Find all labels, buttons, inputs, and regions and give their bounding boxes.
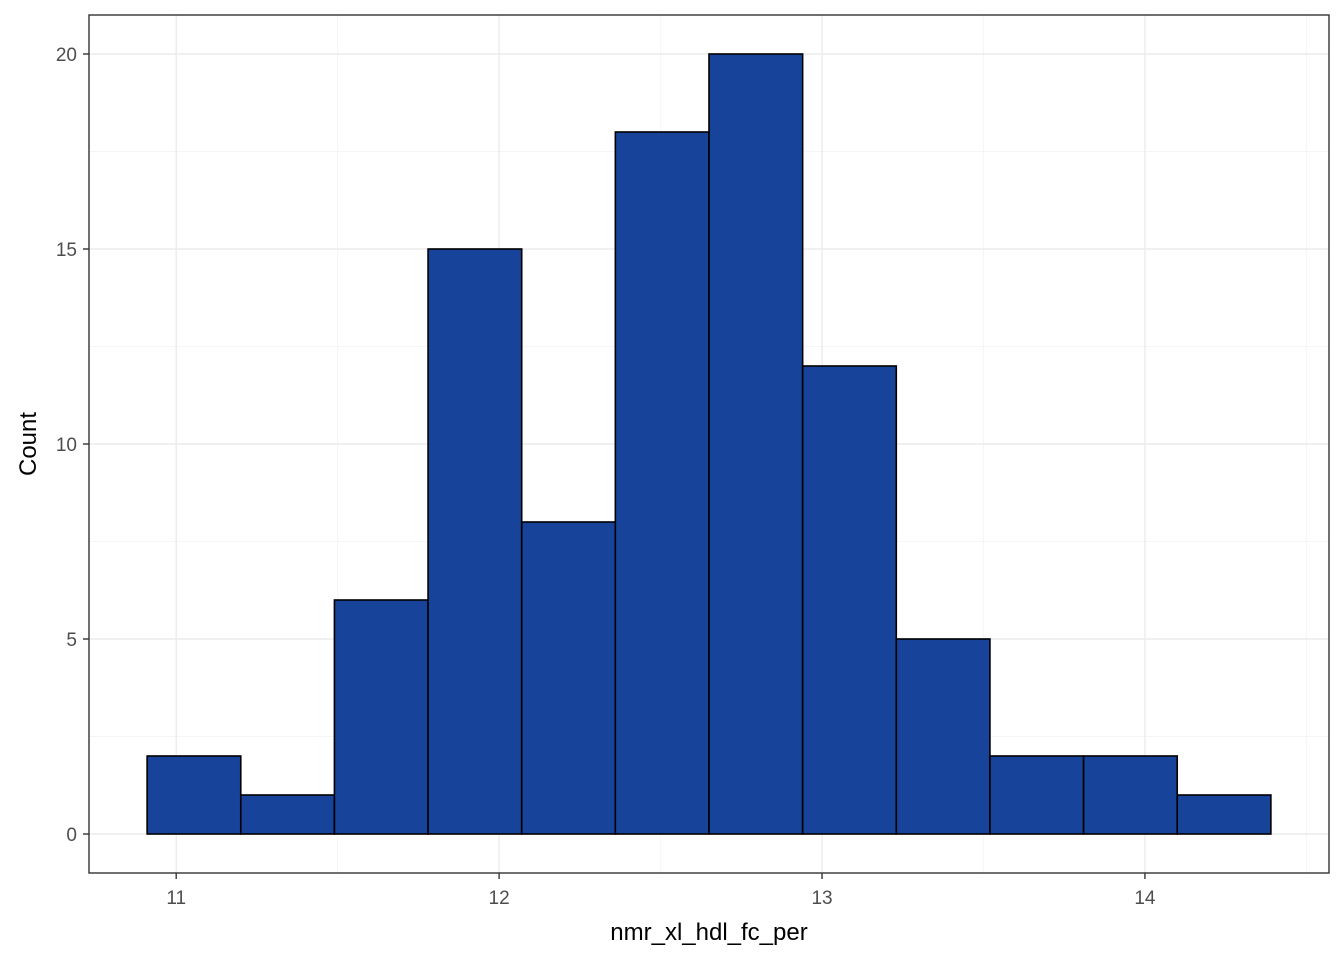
histogram-bar (146, 755, 242, 835)
histogram-bar (895, 638, 991, 835)
x-tick-label: 14 (1134, 888, 1156, 909)
histogram-bar (520, 521, 617, 835)
histogram-bars (146, 53, 1272, 835)
histogram-bar (239, 794, 336, 835)
histogram-bar (427, 248, 523, 835)
histogram-bar (1176, 794, 1272, 835)
histogram-bar (614, 131, 710, 835)
y-tick-label: 5 (66, 630, 77, 651)
y-tick-label: 15 (56, 240, 77, 261)
histogram-bar (708, 53, 804, 835)
y-axis-ticks: 0 5 10 15 20 (56, 45, 89, 846)
y-tick-label: 10 (56, 435, 77, 456)
y-tick-label: 20 (56, 45, 77, 66)
y-axis-title: Count (15, 412, 42, 476)
x-tick-label: 12 (489, 888, 510, 909)
histogram-bar (1082, 755, 1179, 835)
x-axis-title: nmr_xl_hdl_fc_per (610, 919, 807, 946)
x-tick-label: 13 (811, 888, 832, 909)
x-tick-label: 11 (166, 888, 186, 909)
x-axis-ticks: 11 12 13 14 (166, 873, 1156, 909)
y-tick-label: 0 (66, 825, 77, 846)
histogram-bar (801, 365, 898, 835)
histogram-bar (333, 599, 429, 835)
histogram-bar (989, 755, 1085, 835)
